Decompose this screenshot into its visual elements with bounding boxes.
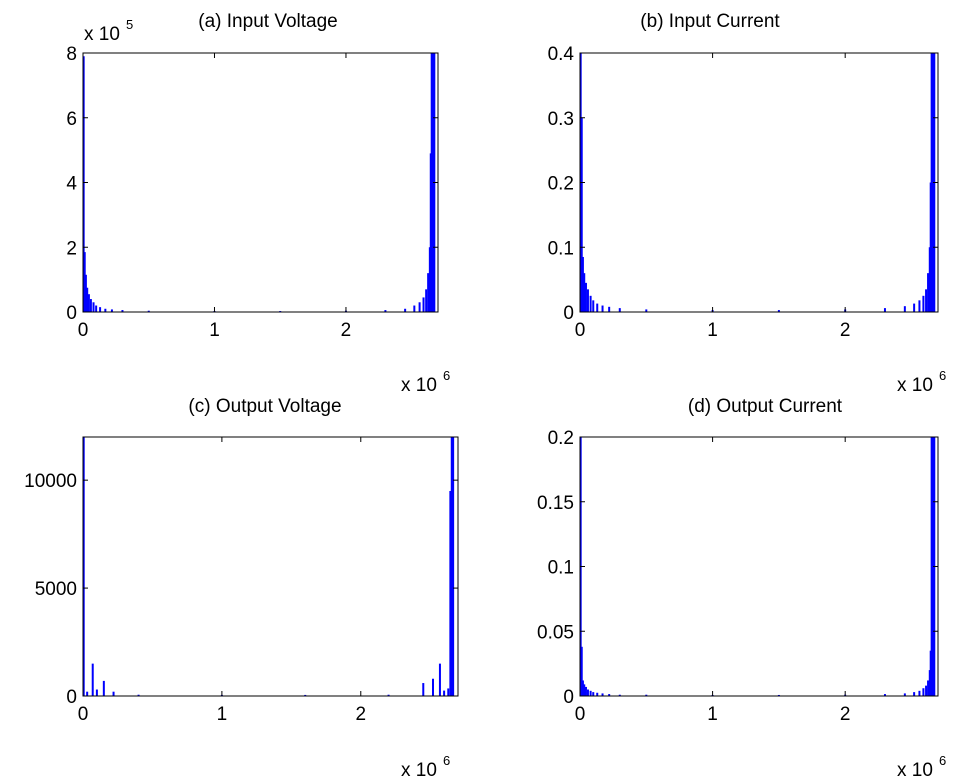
y-tick-label: 0.1 xyxy=(548,558,574,579)
x-tick-label: 1 xyxy=(217,704,228,725)
y-tick-label: 10000 xyxy=(24,471,77,492)
subplot-3: 0 1 2 0 5000 10000 (c) Output Voltage x 10 6 xyxy=(24,396,459,780)
y-tick-label: 2 xyxy=(66,238,77,259)
x-tick-label: 2 xyxy=(341,320,352,341)
y-axis-multiplier: x 10 xyxy=(84,24,120,45)
y-tick-label: 0.2 xyxy=(548,428,574,449)
x-axis-multiplier-exponent: 6 xyxy=(939,368,946,383)
x-tick-label: 2 xyxy=(840,320,851,341)
x-axis-multiplier: x 10 xyxy=(897,375,933,396)
x-axis-multiplier-exponent: 6 xyxy=(939,753,946,768)
x-tick-label: 0 xyxy=(78,320,89,341)
y-tick-label: 0.05 xyxy=(537,622,574,643)
chart-title: (a) Input Voltage xyxy=(198,11,337,32)
subplot-1: 0 1 2 0 2 4 6 8 (a) Input Voltage x 10 6 x 10 5 xyxy=(66,11,450,396)
axes-frame xyxy=(579,52,939,313)
subplot-2: 0 1 2 0 0.1 0.2 0.3 0.4 (b) Input Current x 10 6 xyxy=(548,11,947,396)
x-axis-multiplier: x 10 xyxy=(401,375,437,396)
subplot-4: 0 1 2 0 0.05 0.1 0.15 0.2 (d) Output Current x 10… xyxy=(537,396,946,780)
y-tick-label: 0.1 xyxy=(548,238,574,259)
y-tick-label: 4 xyxy=(66,174,77,195)
x-tick-label: 1 xyxy=(707,320,718,341)
y-tick-label: 8 xyxy=(66,44,77,65)
x-tick-label: 0 xyxy=(575,704,586,725)
y-tick-label: 0 xyxy=(66,687,77,708)
x-tick-label: 1 xyxy=(707,704,718,725)
x-axis-multiplier-exponent: 6 xyxy=(443,753,450,768)
axes-frame xyxy=(82,436,459,697)
y-tick-label: 0.3 xyxy=(548,109,574,130)
axes-frame xyxy=(579,436,939,697)
y-tick-label: 0 xyxy=(563,303,574,324)
x-tick-label: 2 xyxy=(840,704,851,725)
x-axis-multiplier: x 10 xyxy=(897,760,933,780)
y-tick-label: 0 xyxy=(66,303,77,324)
x-axis-multiplier-exponent: 6 xyxy=(443,368,450,383)
chart-title: (b) Input Current xyxy=(640,11,780,32)
y-axis-multiplier-exponent: 5 xyxy=(126,17,133,32)
chart-title: (d) Output Current xyxy=(688,396,843,417)
chart-title: (c) Output Voltage xyxy=(188,396,341,417)
x-tick-label: 2 xyxy=(355,704,366,725)
y-tick-label: 0 xyxy=(563,687,574,708)
y-tick-label: 5000 xyxy=(35,579,77,600)
x-tick-label: 1 xyxy=(209,320,220,341)
y-tick-label: 0.4 xyxy=(548,44,575,65)
y-tick-label: 6 xyxy=(66,109,77,130)
x-tick-label: 0 xyxy=(78,704,89,725)
y-tick-label: 0.2 xyxy=(548,174,574,195)
axes-frame xyxy=(82,52,439,313)
y-tick-label: 0.15 xyxy=(537,493,574,514)
x-tick-label: 0 xyxy=(575,320,586,341)
x-axis-multiplier: x 10 xyxy=(401,760,437,780)
